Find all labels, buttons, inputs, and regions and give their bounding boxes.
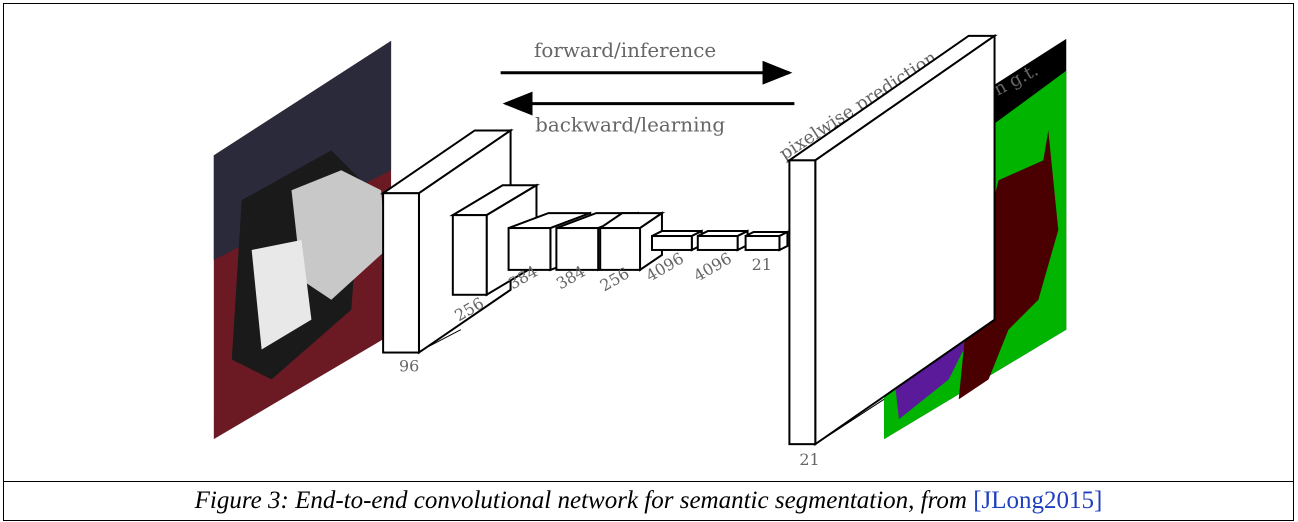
forward-label: forward/inference	[534, 39, 716, 62]
layer-label: 21	[752, 255, 772, 274]
layer-label: 21	[799, 450, 819, 469]
layer-front	[789, 160, 815, 444]
caption: Figure 3: End-to-end convolutional netwo…	[3, 481, 1294, 521]
page: forward/inference backward/learning pixe…	[0, 0, 1298, 522]
citation[interactable]: [JLong2015]	[973, 487, 1102, 514]
layer-front	[746, 236, 780, 250]
input-image	[214, 41, 391, 439]
layer-front	[600, 228, 640, 270]
backward-label: backward/learning	[535, 113, 725, 136]
layer-side	[779, 232, 787, 250]
layer-front	[383, 193, 419, 352]
layer-front	[698, 236, 738, 250]
caption-text: Figure 3: End-to-end convolutional netwo…	[195, 487, 974, 514]
figure: forward/inference backward/learning pixe…	[3, 3, 1294, 482]
layer-label: 96	[399, 356, 419, 375]
layer-front	[652, 236, 692, 250]
layer-label: 4096	[690, 249, 735, 286]
layer-front	[453, 215, 487, 295]
